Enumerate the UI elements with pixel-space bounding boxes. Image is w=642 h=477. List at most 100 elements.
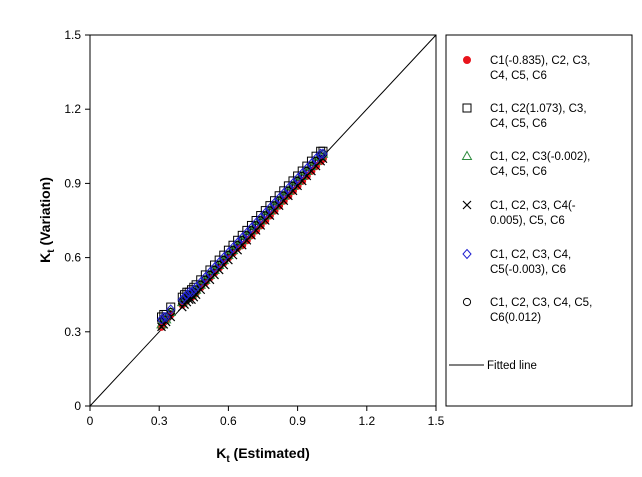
legend-item: C1, C2(1.073), C3, C4, C5, C6 bbox=[462, 103, 587, 130]
data-point bbox=[205, 267, 215, 278]
x-tick-label: 0.6 bbox=[220, 414, 237, 428]
series-6 bbox=[157, 149, 328, 327]
data-point bbox=[166, 304, 176, 315]
legend-label: C5(-0.003), C6 bbox=[490, 264, 566, 276]
legend-marker bbox=[462, 248, 472, 260]
data-point bbox=[242, 231, 251, 240]
legend-marker bbox=[462, 103, 472, 113]
legend-label: C4, C5, C6 bbox=[490, 70, 547, 82]
data-point bbox=[275, 196, 284, 205]
data-point bbox=[318, 148, 328, 159]
data-point bbox=[166, 302, 176, 312]
data-point bbox=[189, 284, 199, 296]
data-point bbox=[161, 311, 171, 323]
legend-label: C1, C2, C3, C4, bbox=[490, 249, 571, 261]
data-point bbox=[298, 171, 307, 181]
x-tick-label: 0.9 bbox=[289, 414, 306, 428]
data-point bbox=[265, 202, 275, 214]
data-point bbox=[192, 285, 201, 294]
data-point bbox=[214, 257, 224, 268]
legend-frame bbox=[445, 34, 633, 407]
plot-area: 0 0.3 0.6 0.9 1.2 1.5 0 0.3 0.6 0.9 1.2 1.5 bbox=[64, 28, 444, 428]
data-point bbox=[238, 236, 247, 245]
data-point bbox=[274, 192, 284, 204]
data-point bbox=[270, 201, 279, 210]
data-point bbox=[186, 286, 197, 298]
x-axis-title: Kt (Estimated) bbox=[216, 445, 310, 465]
data-point bbox=[297, 168, 307, 179]
data-point bbox=[224, 251, 233, 260]
data-point bbox=[306, 158, 317, 169]
legend-marker bbox=[462, 297, 472, 307]
data-point bbox=[228, 242, 238, 253]
data-point bbox=[265, 206, 275, 215]
x-tick-label: 0 bbox=[87, 414, 94, 428]
data-point bbox=[246, 222, 257, 234]
data-point bbox=[159, 311, 169, 323]
legend-item: C1(-0.835), C2, C3, C4, C5, C6 bbox=[463, 55, 590, 82]
data-point bbox=[191, 282, 201, 293]
data-point bbox=[288, 178, 298, 189]
data-point bbox=[283, 183, 294, 194]
series-5 bbox=[156, 148, 328, 325]
data-point bbox=[247, 226, 256, 235]
data-point bbox=[302, 166, 311, 176]
data-point bbox=[293, 176, 302, 186]
data-point bbox=[182, 289, 192, 300]
y-axis-title: Kt (Variation) bbox=[37, 177, 57, 263]
data-point bbox=[269, 197, 280, 209]
data-point bbox=[311, 157, 321, 166]
legend-label: C4, C5, C6 bbox=[490, 118, 547, 130]
data-point bbox=[223, 247, 234, 258]
legend-item: C1, C2, C3, C4, C5, C6(0.012) bbox=[462, 297, 592, 324]
x-tick-label: 0.3 bbox=[151, 414, 168, 428]
data-point bbox=[201, 275, 210, 284]
data-point bbox=[233, 241, 242, 250]
data-point bbox=[288, 181, 298, 190]
data-point bbox=[205, 270, 215, 280]
data-point bbox=[260, 207, 270, 219]
legend-item: C1, C2, C3, C4, C5(-0.003), C6 bbox=[462, 248, 571, 276]
x-axis-ticks: 0 0.3 0.6 0.9 1.2 1.5 bbox=[87, 406, 445, 428]
data-point bbox=[261, 211, 270, 220]
y-tick-label: 1.2 bbox=[64, 102, 81, 116]
legend-item: Fitted line bbox=[449, 360, 537, 372]
data-point bbox=[302, 163, 312, 174]
legend-item: C1, C2, C3(-0.002), C4, C5, C6 bbox=[461, 150, 590, 178]
legend-label: 0.005), C5, C6 bbox=[490, 215, 565, 227]
y-tick-label: 0.6 bbox=[64, 251, 81, 265]
legend-marker bbox=[463, 56, 471, 64]
data-point bbox=[215, 260, 224, 270]
data-point bbox=[219, 255, 228, 265]
data-point bbox=[232, 237, 243, 249]
y-tick-label: 0 bbox=[74, 399, 81, 413]
y-tick-label: 0.3 bbox=[64, 325, 81, 339]
data-point bbox=[177, 294, 187, 305]
data-point bbox=[292, 173, 303, 184]
data-point bbox=[219, 252, 229, 263]
data-point bbox=[209, 262, 220, 273]
legend-label: C6(0.012) bbox=[490, 312, 541, 324]
legend-label: C1, C2, C3, C4, C5, bbox=[490, 297, 592, 309]
data-point bbox=[251, 221, 261, 230]
data-point bbox=[284, 186, 293, 195]
data-point bbox=[200, 272, 211, 283]
data-points bbox=[156, 146, 329, 332]
data-point bbox=[237, 232, 247, 244]
y-tick-label: 0.9 bbox=[64, 176, 81, 190]
legend-label: Fitted line bbox=[487, 360, 537, 372]
legend-item: C1, C2, C3, C4(- 0.005), C5, C6 bbox=[462, 200, 576, 227]
legend-label: C4, C5, C6 bbox=[490, 166, 547, 178]
data-point bbox=[256, 212, 266, 224]
legend-label: C1(-0.835), C2, C3, bbox=[490, 55, 590, 67]
data-point bbox=[179, 291, 190, 303]
data-point bbox=[279, 191, 288, 200]
legend-marker bbox=[462, 200, 472, 210]
x-tick-label: 1.5 bbox=[428, 414, 445, 428]
legend-label: C1, C2, C3(-0.002), bbox=[490, 151, 590, 163]
legend-label: C1, C2, C3, C4(- bbox=[490, 200, 576, 212]
data-point bbox=[156, 314, 167, 325]
